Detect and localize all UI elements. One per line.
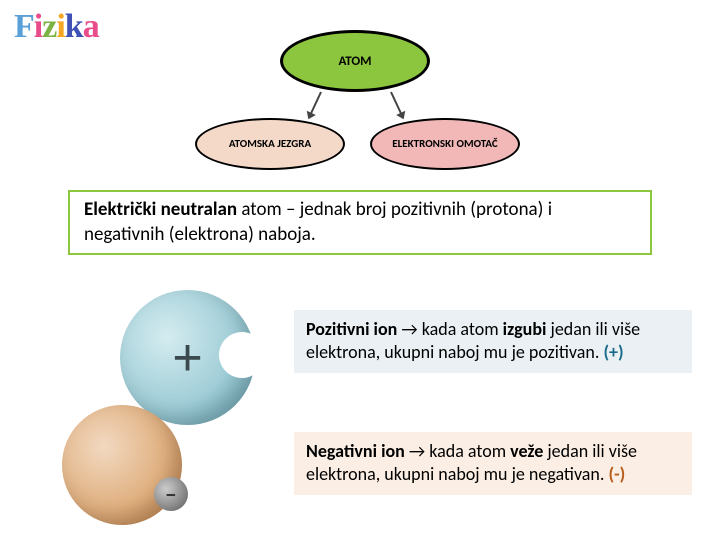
negative-ion-bold1: veže [510,440,543,462]
atom-root-label: ATOM [338,54,371,69]
plus-icon: + [172,328,202,388]
logo-letter: k [65,8,83,46]
nucleus-node: ATOMSKA JEZGRA [195,118,345,170]
arrow-icon: → [397,318,421,340]
logo-letter: i [56,8,64,46]
negative-ion-text1: kada atom [429,440,510,462]
positive-ion-text: Pozitivni ion → kada atom izgubi jedan i… [294,310,692,373]
negative-ion-illustration: − [62,405,182,525]
negative-ion-text: Negativni ion → kada atom veže jedan ili… [294,432,692,495]
shell-label: ELEKTRONSKI OMOTAČ [392,138,497,150]
extra-electron-dot: − [154,477,188,511]
neutral-bold: Električki neutralan [84,198,237,221]
logo-letter: z [42,8,56,46]
positive-ion-text1: kada atom [422,318,503,340]
negative-ion-title: Negativni ion [306,440,405,462]
logo-letter: F [14,8,34,46]
negative-ion-sign: (-) [609,463,626,485]
electron-shell-node: ELEKTRONSKI OMOTAČ [370,118,520,170]
negative-ion-circle: − [62,405,182,525]
positive-ion-bold1: izgubi [503,318,547,340]
positive-ion-title: Pozitivni ion [306,318,397,340]
arrow-to-nucleus [310,92,322,115]
logo-letter: a [83,8,99,46]
arrow-to-shell [390,92,402,115]
neutral-atom-definition: Električki neutralan atom – jednak broj … [68,190,652,255]
arrow-icon: → [405,440,429,462]
logo-letter: i [34,8,42,46]
atom-root-node: ATOM [280,30,430,92]
missing-electron-bite [219,332,265,378]
positive-ion-sign: (+) [603,341,623,363]
nucleus-label: ATOMSKA JEZGRA [229,138,311,150]
logo: Fizika [14,8,99,46]
